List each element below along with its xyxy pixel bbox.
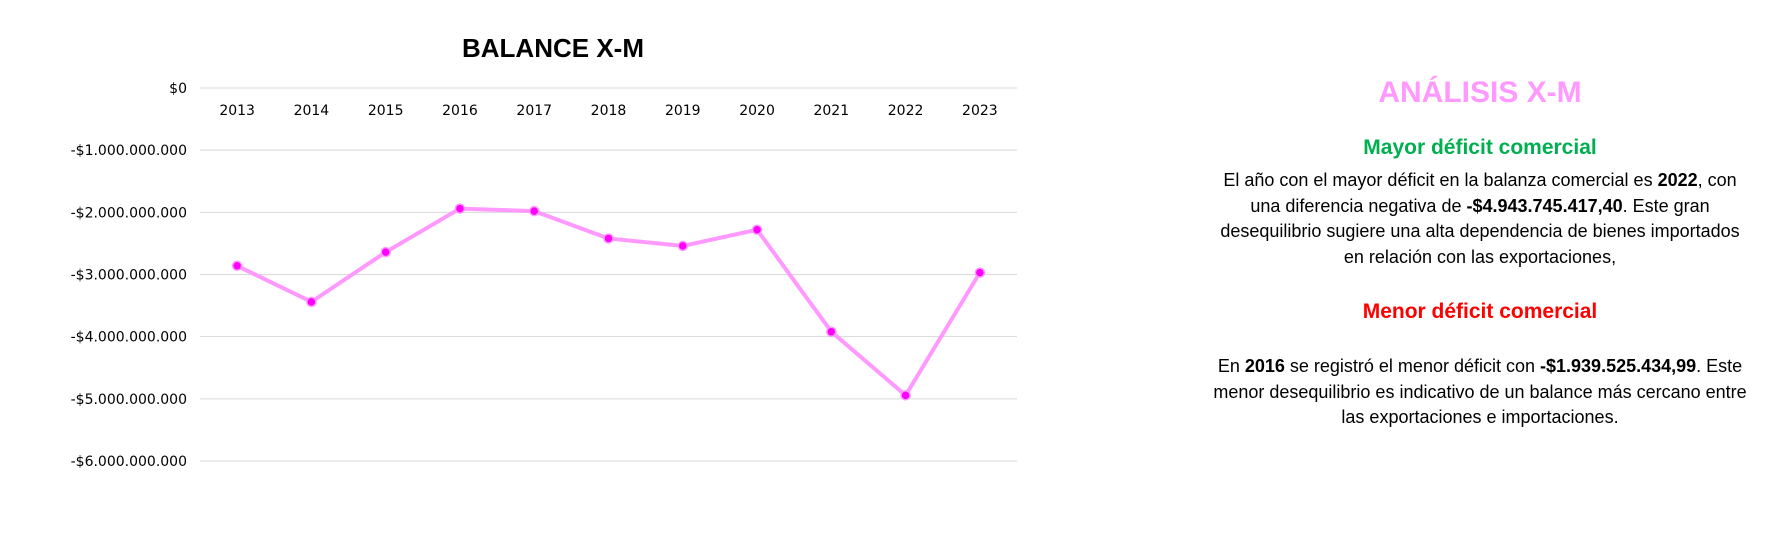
y-tick-label: -$1.000.000.000	[71, 143, 187, 159]
data-point	[528, 205, 540, 217]
x-tick-label: 2019	[665, 103, 701, 119]
menor-text-1: En	[1217, 356, 1245, 376]
y-tick-label: -$4.000.000.000	[71, 330, 187, 346]
x-tick-label: 2021	[813, 103, 849, 119]
x-tick-label: 2023	[962, 103, 998, 119]
menor-text-2: se registró el menor déficit con	[1284, 356, 1541, 376]
data-point	[974, 267, 986, 278]
mayor-deficit-heading: Mayor déficit comercial	[1363, 136, 1597, 159]
mayor-text-1: El año con el mayor déficit en la balanz…	[1223, 170, 1658, 190]
balance-chart: BALANCE X-M $0 -$1.000.000.000 -$2.000.000…	[71, 33, 1017, 470]
analysis-panel: ANÁLISIS X-M Mayor déficit comercial El …	[1210, 76, 1750, 431]
menor-year: 2016	[1244, 356, 1285, 376]
data-point	[677, 240, 689, 252]
menor-text-3: . Este menor desequilibrio es indicativo…	[1213, 356, 1747, 427]
mayor-amount: -$4.943.745.417,40	[1466, 195, 1623, 216]
x-tick-label: 2018	[591, 103, 627, 119]
y-tick-label: -$6.000.000.000	[71, 454, 187, 470]
x-tick-label: 2020	[739, 103, 775, 119]
mayor-text-2: , con una diferencia negativa de	[1250, 170, 1737, 216]
data-point	[900, 390, 911, 401]
menor-deficit-heading: Menor déficit comercial	[1362, 300, 1598, 323]
data-point	[380, 246, 391, 258]
data-point	[603, 233, 614, 244]
data-point	[826, 326, 837, 337]
chart-title: BALANCE X-M	[462, 33, 644, 63]
y-tick-label: $0	[169, 81, 187, 97]
data-point	[751, 224, 763, 235]
x-tick-label: 2015	[368, 103, 404, 119]
x-tick-label: 2022	[888, 103, 924, 119]
menor-amount: -$1.939.525.434,99	[1540, 356, 1697, 376]
data-point	[231, 260, 243, 272]
panel-title: ANÁLISIS X-M	[1378, 76, 1582, 109]
y-tick-label: -$3.000.000.000	[71, 268, 187, 284]
x-tick-label: 2013	[219, 103, 255, 119]
x-tick-label: 2016	[442, 103, 478, 119]
mayor-text-3: . Este gran desequilibrio sugiere una al…	[1220, 195, 1740, 267]
y-tick-label: -$5.000.000.000	[71, 392, 187, 408]
data-point	[454, 203, 466, 214]
menor-deficit-text: En 2016 se registró el menor déficit con…	[1210, 354, 1750, 431]
x-tick-label: 2014	[294, 103, 330, 119]
y-tick-label: -$2.000.000.000	[71, 205, 187, 221]
data-point	[306, 296, 317, 308]
mayor-year: 2022	[1657, 170, 1698, 190]
mayor-deficit-text: El año con el mayor déficit en la balanz…	[1210, 168, 1750, 270]
x-tick-label: 2017	[516, 103, 552, 119]
